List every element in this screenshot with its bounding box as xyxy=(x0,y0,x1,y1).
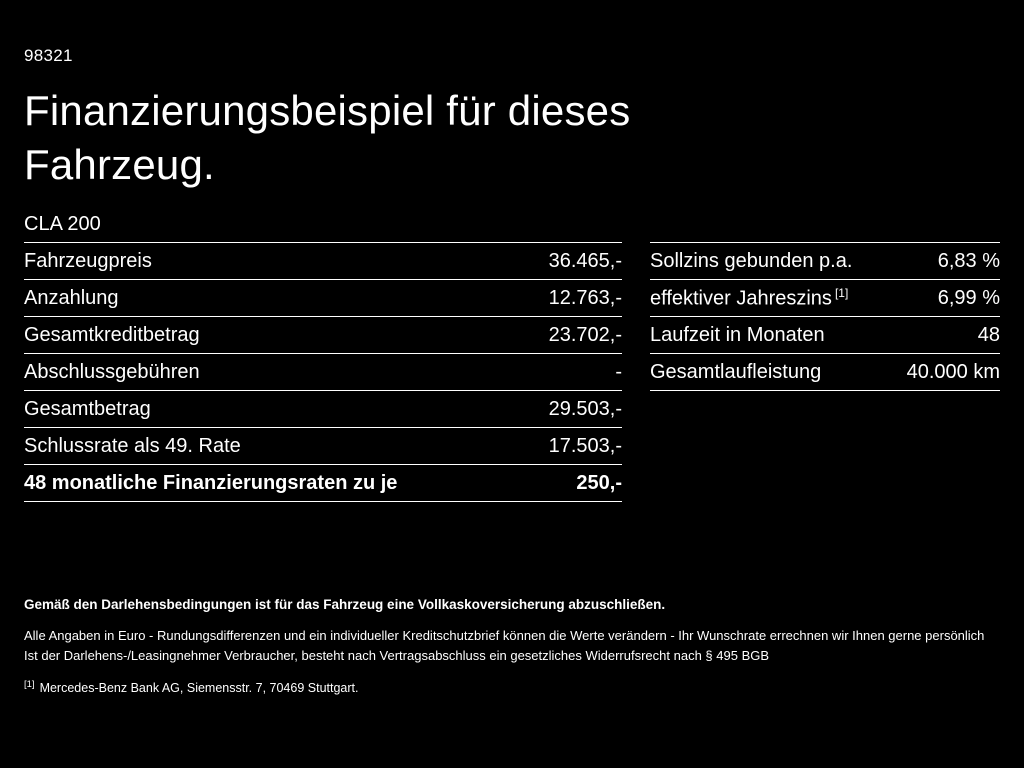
table-row: Anzahlung 12.763,- xyxy=(24,279,622,316)
footnote-marker: [1] xyxy=(24,679,35,690)
page-title-line1: Finanzierungsbeispiel für dieses xyxy=(24,87,631,134)
table-row: Gesamtlaufleistung 40.000 km xyxy=(650,353,1000,390)
document-id: 98321 xyxy=(24,46,73,65)
table-row: Abschlussgebühren - xyxy=(24,353,622,390)
row-value: 48 xyxy=(977,323,1000,346)
page-title: Finanzierungsbeispiel für dieses Fahrzeu… xyxy=(24,84,630,192)
finance-table-right: Sollzins gebunden p.a. 6,83 % effektiver… xyxy=(650,242,1000,391)
row-value: 17.503,- xyxy=(548,434,622,457)
table-row: effektiver Jahreszins [1] 6,99 % xyxy=(650,279,1000,316)
table-row: Sollzins gebunden p.a. 6,83 % xyxy=(650,242,1000,279)
footnote-ref: [1] xyxy=(834,285,849,300)
vehicle-model: CLA 200 xyxy=(24,213,101,235)
row-label: Schlussrate als 49. Rate xyxy=(24,434,241,457)
footnote-text: Mercedes-Benz Bank AG, Siemensstr. 7, 70… xyxy=(39,681,359,696)
table-row-monthly-rate: 48 monatliche Finanzierungsraten zu je 2… xyxy=(24,464,622,502)
row-value: 12.763,- xyxy=(548,286,622,309)
table-row: Fahrzeugpreis 36.465,- xyxy=(24,242,622,279)
row-label: effektiver Jahreszins [1] xyxy=(650,286,848,311)
table-row: Schlussrate als 49. Rate 17.503,- xyxy=(24,427,622,464)
row-value: 40.000 km xyxy=(906,360,1000,383)
finance-table-left: Fahrzeugpreis 36.465,- Anzahlung 12.763,… xyxy=(24,242,622,502)
table-row: Gesamtbetrag 29.503,- xyxy=(24,390,622,427)
row-value: 250,- xyxy=(576,471,622,494)
table-row: Gesamtkreditbetrag 23.702,- xyxy=(24,316,622,353)
footer-disclaimer-line1: Alle Angaben in Euro - Rundungsdifferenz… xyxy=(24,628,985,643)
table-row: Laufzeit in Monaten 48 xyxy=(650,316,1000,353)
page-title-line2: Fahrzeug. xyxy=(24,140,215,188)
row-label: Fahrzeugpreis xyxy=(24,249,152,272)
footer-insurance-note: Gemäß den Darlehensbedingungen ist für d… xyxy=(24,597,666,612)
row-label: Sollzins gebunden p.a. xyxy=(650,249,853,272)
footer: Gemäß den Darlehensbedingungen ist für d… xyxy=(24,597,1000,695)
row-label: Gesamtbetrag xyxy=(24,397,151,420)
row-value: 23.702,- xyxy=(548,323,622,346)
row-value: 6,99 % xyxy=(937,286,1000,309)
row-label: Anzahlung xyxy=(24,286,119,309)
row-label: Abschlussgebühren xyxy=(24,360,200,383)
row-value: 29.503,- xyxy=(548,397,622,420)
row-value: 36.465,- xyxy=(548,249,622,272)
row-label: Laufzeit in Monaten xyxy=(650,323,825,346)
row-label: Gesamtkreditbetrag xyxy=(24,323,200,346)
row-value: 6,83 % xyxy=(937,249,1000,272)
footer-disclaimer-line2: Ist der Darlehens-/Leasingnehmer Verbrau… xyxy=(24,648,770,663)
row-label: Gesamtlaufleistung xyxy=(650,360,822,383)
footer-footnote: [1] Mercedes-Benz Bank AG, Siemensstr. 7,… xyxy=(24,679,1000,695)
row-label-text: effektiver Jahreszins xyxy=(650,287,832,310)
row-label: 48 monatliche Finanzierungsraten zu je xyxy=(24,471,398,494)
row-value: - xyxy=(615,360,622,383)
